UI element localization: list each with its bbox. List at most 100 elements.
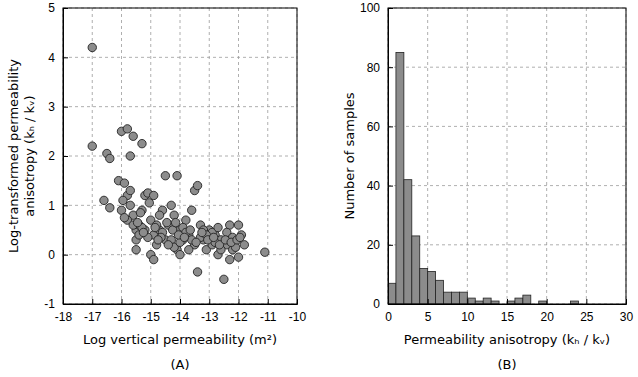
y-tick: 4 — [48, 51, 68, 65]
y-tick: 100 — [360, 1, 393, 15]
x-tick: 25 — [580, 299, 594, 324]
x-axis-line — [389, 299, 627, 305]
point — [173, 172, 181, 180]
point — [136, 209, 144, 217]
x-tick: -17 — [84, 299, 102, 324]
x-tick: 30 — [620, 299, 634, 324]
y-tick-mark — [388, 245, 393, 246]
x-tick-label: 20 — [540, 310, 554, 324]
y-tick-label: 2 — [48, 149, 55, 163]
marks — [388, 52, 578, 304]
y-tick-label: 0 — [48, 248, 55, 262]
x-tick-mark — [180, 299, 181, 304]
y-tick-label: 100 — [360, 1, 380, 15]
bar — [428, 271, 436, 304]
y-tick-label: -1 — [44, 297, 55, 311]
y-tick-mark — [388, 304, 393, 305]
point — [123, 125, 131, 133]
y-tick-mark — [63, 205, 68, 206]
y-tick-label: 0 — [373, 297, 380, 311]
frame — [388, 8, 626, 304]
y-tick: 80 — [367, 61, 393, 75]
y-tick-mark — [388, 8, 393, 9]
figure: -18-17-16-15-14-13-12-11-10-1012345Log v… — [0, 0, 638, 377]
grid-line-x — [92, 8, 93, 304]
bar — [388, 283, 396, 304]
point — [88, 142, 96, 150]
x-tick-label: -14 — [172, 310, 190, 324]
point — [193, 181, 201, 189]
point — [126, 186, 134, 194]
x-tick-label: 25 — [580, 310, 594, 324]
x-tick-mark — [92, 299, 93, 304]
point — [151, 223, 159, 231]
x-tick: 20 — [540, 299, 554, 324]
point — [88, 43, 96, 51]
x-tick-label: 30 — [620, 310, 634, 324]
x-tick: -16 — [113, 299, 131, 324]
y-tick: -1 — [44, 297, 68, 311]
bar — [483, 298, 491, 304]
bar — [412, 236, 420, 304]
bar — [523, 295, 531, 304]
grid-line-y — [388, 244, 626, 245]
y-tick-label: 20 — [367, 238, 381, 252]
y-tick-label: 1 — [48, 199, 55, 213]
x-tick-mark — [507, 299, 508, 304]
point — [209, 233, 217, 241]
grid-line-x — [121, 8, 122, 304]
bar — [444, 292, 452, 304]
point — [185, 246, 193, 254]
y-tick-mark — [63, 255, 68, 256]
x-tick-mark — [209, 299, 210, 304]
x-tick-label: -18 — [55, 310, 73, 324]
x-tick-label: 10 — [461, 310, 475, 324]
bar — [436, 280, 444, 304]
y-axis-line — [389, 9, 394, 305]
point — [149, 255, 157, 263]
x-tick-mark — [122, 299, 123, 304]
y-tick-mark — [63, 107, 68, 108]
x-axis-title: Log vertical permeability (m²) — [83, 332, 277, 347]
x-tick-mark — [151, 299, 152, 304]
x-axis-line — [64, 299, 298, 305]
x-tick-label: 15 — [501, 310, 515, 324]
y-tick: 40 — [367, 179, 393, 193]
y-axis: -1012345 — [44, 1, 68, 311]
point — [154, 236, 162, 244]
point — [126, 152, 134, 160]
bar — [404, 180, 412, 304]
y-axis: 0 20 40 60 80 100 — [360, 1, 393, 311]
point — [234, 221, 242, 229]
x-tick-mark — [626, 299, 627, 304]
point — [180, 233, 188, 241]
point — [119, 196, 127, 204]
point — [220, 275, 228, 283]
point — [170, 211, 178, 219]
grid-line-x — [427, 8, 428, 304]
x-tick-mark — [268, 299, 269, 304]
x-tick-label: -13 — [201, 310, 219, 324]
x-tick: 5 — [425, 299, 432, 324]
x-tick: -12 — [230, 299, 248, 324]
point — [120, 179, 128, 187]
point — [139, 228, 147, 236]
point — [193, 268, 201, 276]
point — [138, 139, 146, 147]
bar — [467, 298, 475, 304]
point — [100, 196, 108, 204]
point — [240, 241, 248, 249]
x-tick: -14 — [172, 299, 190, 324]
point — [261, 248, 269, 256]
bar — [396, 52, 404, 304]
point — [120, 213, 128, 221]
y-tick: 20 — [367, 238, 393, 252]
x-tick-label: -12 — [230, 310, 248, 324]
grid-line-y — [388, 67, 626, 68]
x-tick: -13 — [201, 299, 219, 324]
point — [163, 218, 171, 226]
y-tick-label: 60 — [367, 120, 381, 134]
x-tick-mark — [586, 299, 587, 304]
point — [214, 223, 222, 231]
y-tick-mark — [63, 8, 68, 9]
